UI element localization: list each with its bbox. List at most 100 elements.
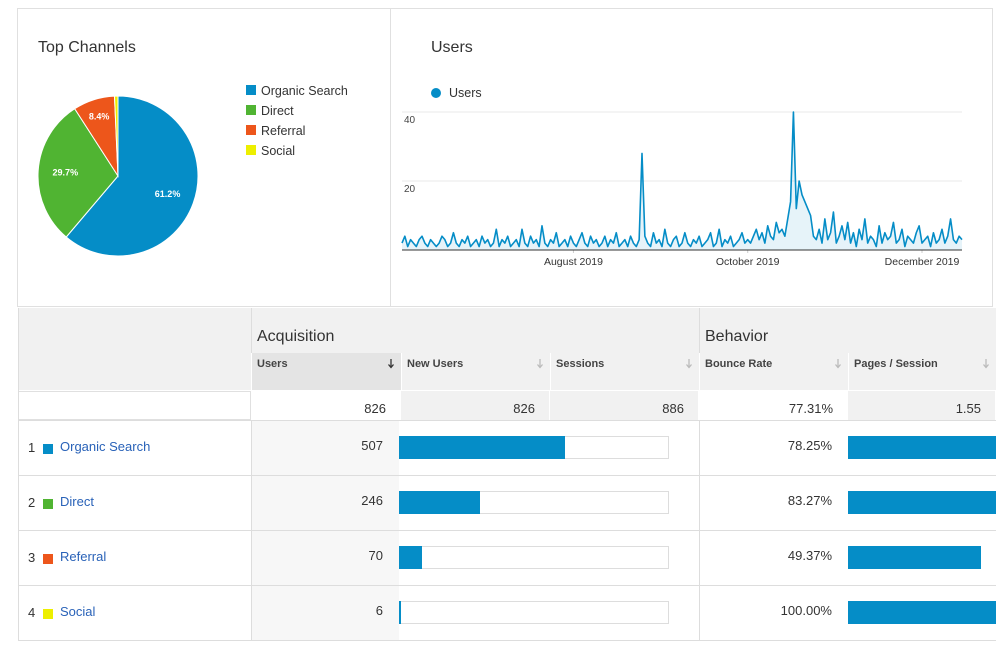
channel-link[interactable]: Social — [60, 604, 96, 619]
charts-panel: Top Channels Users 61.2% 29.7% 8.4% Organic… — [17, 8, 993, 307]
total-value: 826 — [513, 401, 535, 416]
slice-label: 8.4% — [89, 112, 110, 122]
group-divider — [699, 308, 700, 640]
sorted-header-bg — [251, 353, 401, 390]
x-tick-label: October 2019 — [716, 256, 780, 268]
total-bg — [848, 391, 995, 420]
channel-link[interactable]: Referral — [60, 549, 107, 564]
line — [401, 111, 963, 248]
table-bottom — [18, 640, 996, 641]
sort-arrow[interactable] — [536, 358, 544, 370]
legend-swatch — [246, 105, 256, 115]
legend-swatch — [246, 145, 256, 155]
sort-arrow[interactable] — [982, 358, 990, 370]
channel-link[interactable]: Direct — [60, 494, 94, 509]
bounce-value: 83.27% — [787, 493, 832, 508]
sort-icon — [387, 358, 395, 370]
col-line — [550, 353, 551, 420]
total-value: 1.55 — [955, 401, 981, 416]
bounce-value: 78.25% — [787, 438, 832, 453]
channel-link[interactable]: Organic Search — [60, 439, 151, 454]
legend-dot — [431, 88, 441, 98]
users-col-bg — [252, 586, 399, 640]
pages-bar — [848, 601, 996, 624]
channel-swatch — [43, 444, 53, 454]
bounce-value: 100.00% — [780, 603, 832, 618]
legend-swatch — [246, 125, 256, 135]
total-bg — [550, 391, 698, 420]
users-bar — [399, 601, 401, 624]
col-line — [251, 353, 252, 420]
column-header: Sessions — [556, 358, 605, 370]
col-line — [401, 353, 402, 420]
channel-swatch — [43, 609, 53, 619]
row-border — [18, 585, 996, 586]
slice-label: 29.7% — [53, 168, 79, 178]
sort-icon — [536, 358, 544, 370]
col-line — [699, 353, 700, 420]
group-title: Acquisition — [257, 328, 335, 345]
header-bg — [18, 308, 996, 390]
users-bar — [399, 546, 422, 569]
total-bg — [401, 391, 549, 420]
users-value: 246 — [361, 493, 383, 508]
rank: 4 — [28, 605, 36, 620]
legend-label: Direct — [261, 104, 294, 118]
sort-icon — [685, 358, 693, 370]
slice-label: 61.2% — [155, 189, 181, 199]
bar-track — [399, 601, 669, 624]
sort-icon — [982, 358, 990, 370]
users-bar — [399, 436, 565, 459]
users-value: 507 — [361, 438, 383, 453]
users-col-bg — [252, 421, 399, 475]
pie-title: Top Channels — [38, 39, 136, 56]
y-tick-label: 40 — [404, 115, 416, 126]
header-rule — [18, 352, 251, 353]
column-header: Users — [257, 358, 288, 370]
legend-label: Organic Search — [261, 84, 348, 98]
rank: 3 — [28, 550, 36, 565]
sort-icon — [834, 358, 842, 370]
pages-bar — [848, 491, 996, 514]
legend-label: Users — [449, 86, 482, 100]
users-value: 6 — [375, 603, 383, 618]
bounce-value: 49.37% — [787, 548, 832, 563]
row-border — [18, 420, 996, 421]
pie-slice — [113, 95, 119, 177]
pie-slice — [37, 108, 119, 238]
channel-swatch — [43, 499, 53, 509]
pie-slice — [65, 95, 199, 257]
total-bg — [699, 391, 847, 420]
rank: 1 — [28, 440, 36, 455]
column-header: Bounce Rate — [705, 358, 773, 370]
rank: 2 — [28, 495, 36, 510]
col-line — [848, 353, 849, 420]
x-tick-label: August 2019 — [544, 256, 603, 268]
sort-arrow[interactable] — [834, 358, 842, 370]
total-value: 886 — [662, 401, 684, 416]
group-title: Behavior — [705, 328, 769, 345]
total-value: 77.31% — [788, 401, 833, 416]
y-tick-label: 20 — [404, 184, 416, 195]
sort-arrow[interactable] — [387, 358, 395, 370]
total-bg — [251, 391, 400, 420]
group-divider — [251, 308, 252, 640]
legend-label: Social — [261, 144, 295, 158]
legend-label: Referral — [261, 124, 305, 138]
column-header: Pages / Session — [854, 358, 938, 370]
row-border — [18, 475, 996, 476]
total-value: 826 — [364, 401, 386, 416]
table-left — [18, 308, 19, 641]
users-bar — [399, 491, 480, 514]
line-title: Users — [431, 39, 473, 56]
pages-bar — [848, 436, 996, 459]
row-border — [18, 530, 996, 531]
column-header: New Users — [407, 358, 464, 370]
legend-swatch — [246, 85, 256, 95]
channel-swatch — [43, 554, 53, 564]
totals-left-bg — [18, 391, 251, 420]
users-value: 70 — [368, 548, 383, 563]
bar-track — [399, 546, 669, 569]
sort-arrow[interactable] — [685, 358, 693, 370]
